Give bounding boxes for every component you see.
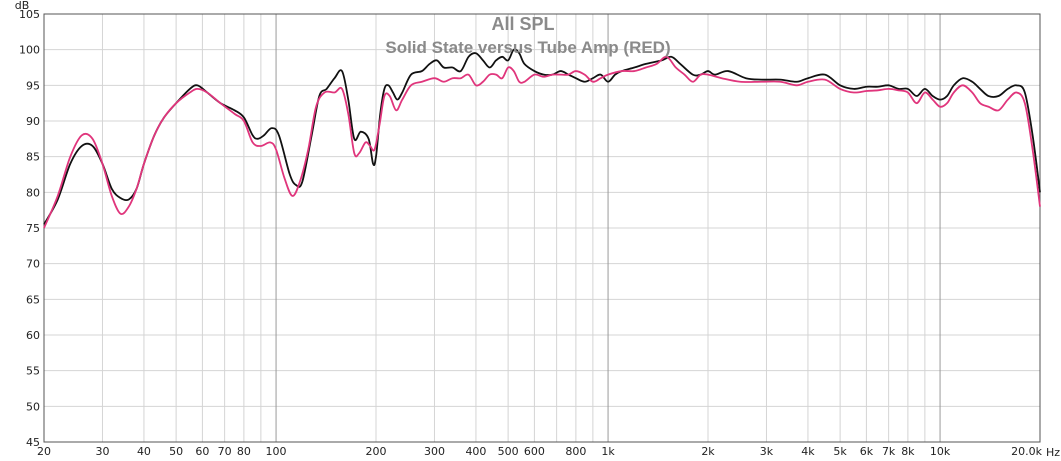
chart-subtitle: Solid State versus Tube Amp (RED) <box>385 38 670 57</box>
y-tick-label: 45 <box>26 436 40 449</box>
x-tick-label: 500 <box>498 445 519 458</box>
x-tick-label: 200 <box>366 445 387 458</box>
x-axis-unit: Hz <box>1046 446 1060 459</box>
y-axis-label: dB <box>15 0 30 12</box>
x-tick-label: 20.0k <box>1011 445 1042 458</box>
y-tick-label: 60 <box>26 329 40 342</box>
x-tick-label: 10k <box>930 445 951 458</box>
series-layer <box>43 48 1041 229</box>
y-tick-label: 80 <box>26 186 40 199</box>
y-tick-label: 65 <box>26 293 40 306</box>
y-tick-label: 90 <box>26 115 40 128</box>
x-tick-label: 300 <box>424 445 445 458</box>
x-tick-label: 5k <box>833 445 847 458</box>
solid-state-series-line <box>43 48 1041 225</box>
x-tick-label: 7k <box>882 445 896 458</box>
y-tick-label: 85 <box>26 151 40 164</box>
x-tick-label: 20 <box>37 445 51 458</box>
x-tick-label: 80 <box>237 445 251 458</box>
y-tick-label: 105 <box>19 8 40 21</box>
x-tick-label: 100 <box>266 445 287 458</box>
y-tick-label: 70 <box>26 258 40 271</box>
x-tick-label: 60 <box>195 445 209 458</box>
x-tick-label: 400 <box>465 445 486 458</box>
y-tick-label: 95 <box>26 79 40 92</box>
tube-amp-series-line <box>43 55 1041 229</box>
x-tick-label: 50 <box>169 445 183 458</box>
x-tick-label: 2k <box>701 445 715 458</box>
grid <box>43 13 1041 443</box>
chart-title: All SPL <box>491 14 554 34</box>
x-tick-label: 800 <box>565 445 586 458</box>
y-tick-label: 100 <box>19 44 40 57</box>
x-tick-label: 3k <box>760 445 774 458</box>
x-axis-ticks: 20 30 40 50 60 70 80 100 200 300 400 500 600 800 1k 2k 3… <box>37 445 1043 458</box>
x-tick-label: 1k <box>601 445 615 458</box>
x-tick-label: 30 <box>95 445 109 458</box>
y-tick-label: 75 <box>26 222 40 235</box>
x-tick-label: 70 <box>218 445 232 458</box>
x-tick-label: 8k <box>901 445 915 458</box>
x-tick-label: 600 <box>524 445 545 458</box>
y-tick-label: 55 <box>26 365 40 378</box>
x-tick-label: 40 <box>137 445 151 458</box>
x-tick-label: 6k <box>860 445 874 458</box>
x-tick-label: 4k <box>801 445 815 458</box>
y-axis-ticks: 45 50 55 60 65 70 75 80 85 90 95 100 105 <box>19 8 40 449</box>
y-tick-label: 50 <box>26 400 40 413</box>
